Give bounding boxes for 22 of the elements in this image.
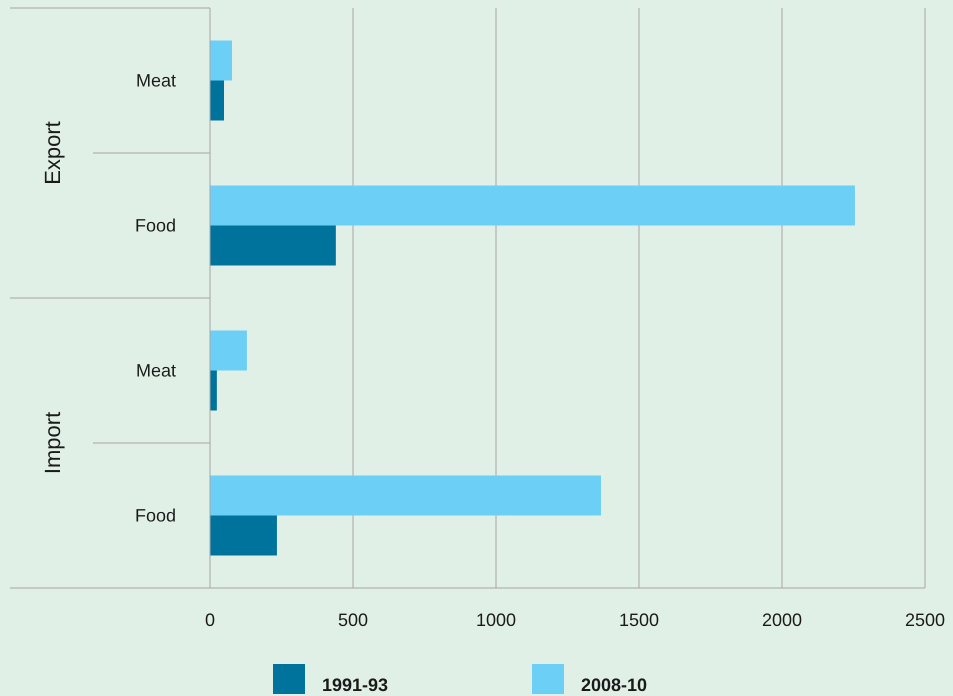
text: Export <box>40 121 65 185</box>
y-tick-label: Food <box>134 506 176 526</box>
y-tick-label: Meat <box>136 70 176 90</box>
bar <box>210 186 855 226</box>
bar <box>210 330 247 370</box>
x-tick-label: 1000 <box>476 610 516 630</box>
bar <box>210 40 232 80</box>
x-tick-label: 2000 <box>762 610 802 630</box>
y-tick-label: Meat <box>136 360 176 380</box>
x-tick-label: 1500 <box>618 610 660 630</box>
y-tick-label: Food <box>134 216 176 236</box>
x-tick-label: 2500 <box>904 610 946 630</box>
x-tick-label: 500 <box>338 610 368 630</box>
text: Import <box>40 412 65 474</box>
legend-label: 2008-10 <box>581 675 648 695</box>
x-tick-label: 0 <box>204 610 216 630</box>
bar <box>210 370 217 410</box>
bar <box>210 226 336 266</box>
bar <box>210 516 277 556</box>
bar <box>210 476 601 516</box>
legend-label: 1991-93 <box>322 675 388 695</box>
bar <box>210 80 224 120</box>
